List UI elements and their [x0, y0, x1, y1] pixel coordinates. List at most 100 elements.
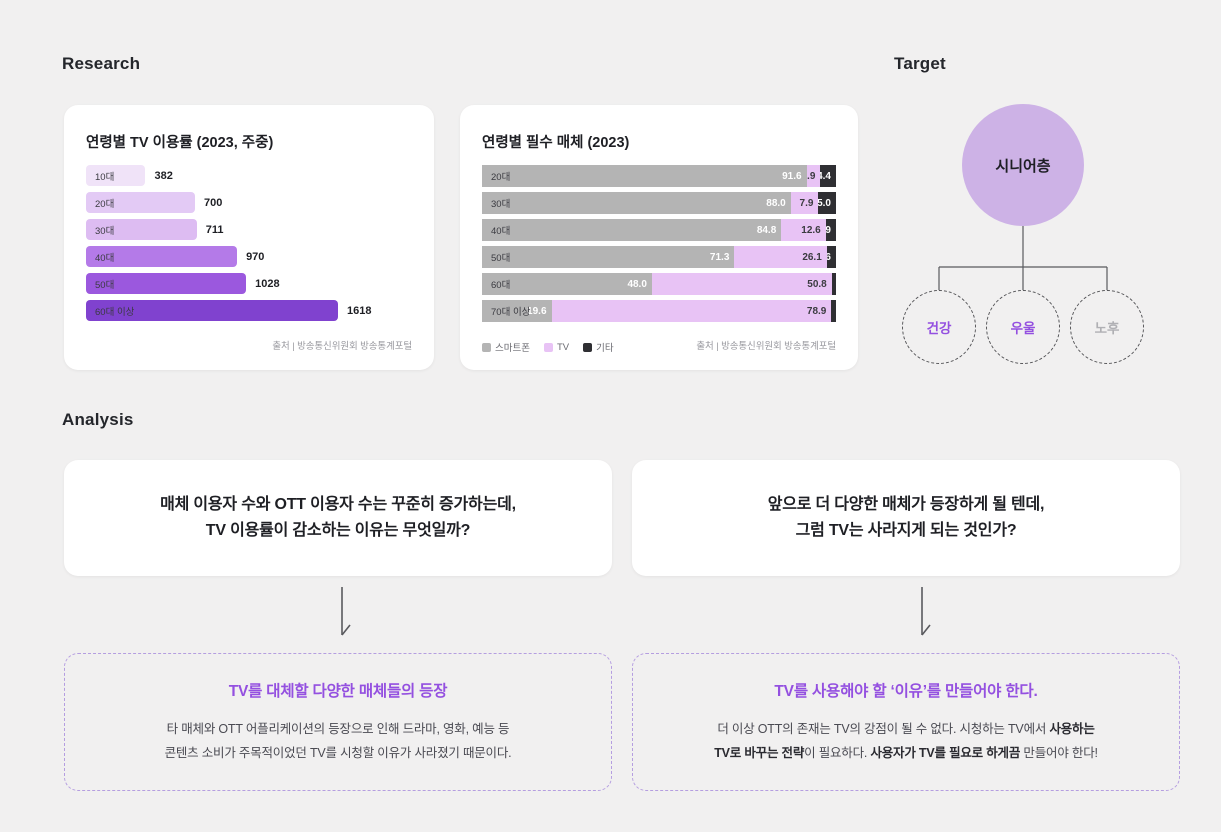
chart2-segment-etc: 4.4	[820, 165, 836, 187]
chart2-legend: 스마트폰 TV 기타	[482, 340, 622, 354]
chart2-legend-item: TV	[543, 342, 569, 353]
analysis-answer-card-right: TV를 사용해야 할 ‘이유’를 만들어야 한다. 더 이상 OTT의 존재는 …	[632, 653, 1180, 791]
chart2-segment-etc: 2.6	[826, 246, 836, 268]
target-node-health: 건강	[902, 290, 976, 364]
chart2-segment-value: 48.0	[627, 278, 647, 290]
chart2-bar-row: 48.050.81.260대	[482, 273, 836, 295]
answer-right-line2-plain1: 이 필요하다.	[804, 746, 871, 760]
analysis-answer-card-left: TV를 대체할 다양한 매체들의 등장 타 매체와 OTT 어플리케이션의 등장…	[64, 653, 612, 791]
question-right-line1: 앞으로 더 다양한 매체가 등장하게 될 텐데,	[767, 496, 1045, 514]
chart2-segment-value: 50.8	[807, 278, 827, 290]
chart2-bar-row: 88.0 7.9 5.0 30대	[482, 192, 836, 214]
chart2-segment-value: 2.6	[826, 251, 831, 263]
chart2-segment-value: 88.0	[766, 197, 786, 209]
chart2-segment-value: 2.9	[825, 224, 831, 236]
answer-left-line1: 타 매체와 OTT 어플리케이션의 등장으로 인해 드라마, 영화, 예능 등	[166, 721, 510, 736]
chart2-segment-value: 84.8	[756, 224, 777, 236]
chart2-segment-value: 12.6	[801, 224, 821, 236]
chart2-segment-value: 91.6	[782, 170, 802, 182]
chart1-bars: 10대 382 20대 700 30대 711 40대 970 50대 1028 60대 이상 161…	[86, 165, 412, 327]
chart2-segment-value: 19.6	[527, 305, 547, 317]
analysis-question-card-right: 앞으로 더 다양한 매체가 등장하게 될 텐데, 그럼 TV는 사라지게 되는 …	[632, 460, 1180, 576]
chart2-segment-value: 1.3	[831, 306, 836, 317]
chart2-legend-label: 기타	[596, 343, 614, 354]
chart1-bar: 20대	[86, 192, 196, 213]
chart1-source: 출처 | 방송통신위원회 방송통계포털	[272, 341, 412, 352]
chart-card-essential-media: 연령별 필수 매체 (2023) 91.63.94.420대88.07.95.0…	[460, 105, 858, 370]
answer-left-title: TV를 대체할 다양한 매체들의 등장	[228, 682, 448, 700]
chart2-segment-value: 26.1	[802, 251, 822, 263]
chart2-legend-item: 스마트폰	[482, 340, 530, 354]
chart-card-tv-usage: 연령별 TV 이용률 (2023, 주중) 10대 382 20대 700 30대 711…	[64, 105, 434, 370]
answer-right-title: TV를 사용해야 할 ‘이유’를 만들어야 한다.	[774, 682, 1038, 700]
chart2-source: 출처 | 방송통신위원회 방송통계포털	[696, 341, 836, 352]
chart1-bar-value: 1028	[255, 277, 280, 290]
target-tree-connectors	[938, 226, 1108, 290]
chart1-bar-row: 30대 711	[86, 219, 412, 240]
chart2-segment-value: 71.3	[709, 251, 730, 263]
chart1-bar: 30대	[86, 219, 197, 240]
chart2-segment-tv: 3.9	[806, 165, 821, 187]
chart2-bars: 91.63.94.420대88.07.95.030대84.812.62.940대…	[482, 165, 836, 327]
answer-right-line2-bold2: 사용자가 TV를 필요로 하게끔	[870, 746, 1021, 760]
answer-right-line2: TV로 바꾸는 전략이 필요하다. 사용자가 TV를 필요로 하게끔 만들어야 …	[714, 741, 1098, 765]
chart2-title: 연령별 필수 매체 (2023)	[482, 135, 630, 151]
chart2-segment-tv: 12.6	[781, 219, 826, 241]
section-title-analysis: Analysis	[62, 410, 134, 429]
chart1-bar-label: 60대 이상	[95, 306, 135, 318]
chart2-segment-value: 3.9	[807, 170, 816, 182]
legend-swatch-icon	[543, 342, 553, 352]
chart2-segment-smartphone: 71.3	[482, 246, 735, 268]
chart1-bar-label: 50대	[95, 279, 115, 291]
chart1-bar: 10대	[86, 165, 146, 186]
chart2-legend-label: 스마트폰	[495, 343, 530, 354]
arrow-down-icon-left	[341, 587, 351, 636]
answer-right-line2-bold1: TV로 바꾸는 전략	[714, 746, 805, 760]
chart1-title: 연령별 TV 이용률 (2023, 주중)	[86, 135, 274, 151]
chart2-segment-smartphone: 84.8	[482, 219, 782, 241]
chart2-segment-value: 4.4	[820, 170, 831, 182]
target-node-depression: 우울	[986, 290, 1060, 364]
chart2-bar-row: 19.678.91.370대 이상	[482, 300, 836, 322]
chart2-legend-item: 기타	[583, 340, 614, 354]
chart2-segment-tv: 50.8	[651, 273, 832, 295]
chart2-segment-value: 5.0	[818, 197, 831, 209]
chart1-bar-value: 700	[204, 196, 223, 209]
chart2-segment-tv: 78.9	[551, 300, 832, 322]
chart2-segment-smartphone: 91.6	[482, 165, 807, 187]
chart1-bar-row: 20대 700	[86, 192, 412, 213]
legend-swatch-icon	[583, 342, 593, 352]
chart2-segment-etc: 1.3	[831, 300, 836, 322]
chart1-bar-row: 60대 이상 1618	[86, 300, 412, 321]
chart1-bar-label: 10대	[95, 171, 115, 183]
chart2-segment-smartphone: 48.0	[482, 273, 652, 295]
chart2-segment-etc: 5.0	[818, 192, 836, 214]
chart1-bar: 60대 이상	[86, 300, 338, 321]
analysis-question-card-left: 매체 이용자 수와 OTT 이용자 수는 꾸준히 증가하는데, TV 이용률이 …	[64, 460, 612, 576]
chart2-segment-etc: 2.9	[825, 219, 836, 241]
chart2-segment-smartphone: 19.6	[482, 300, 552, 322]
chart1-bar-row: 40대 970	[86, 246, 412, 267]
section-title-target: Target	[894, 54, 946, 73]
question-left-line2: TV 이용률이 감소하는 이유는 무엇일까?	[205, 522, 471, 539]
answer-left-line2: 콘텐츠 소비가 주목적이었던 TV를 시청할 이유가 사라졌기 때문이다.	[164, 746, 512, 760]
chart2-segment-value: 7.9	[799, 197, 814, 209]
chart1-bar-value: 970	[246, 250, 265, 263]
chart1-bar: 40대	[86, 246, 238, 267]
arrow-down-icon-right	[921, 587, 931, 636]
chart1-bar-label: 40대	[95, 252, 115, 264]
chart1-bar-label: 20대	[95, 198, 115, 210]
chart2-segment-tv: 7.9	[790, 192, 819, 214]
chart1-bar: 50대	[86, 273, 247, 294]
answer-right-line1: 더 이상 OTT의 존재는 TV의 강점이 될 수 없다. 시청하는 TV에서 …	[717, 717, 1095, 741]
chart1-bar-value: 1618	[347, 304, 372, 317]
question-right-line2: 그럼 TV는 사라지게 되는 것인가?	[795, 522, 1017, 539]
chart1-bar-label: 30대	[95, 225, 115, 237]
chart1-bar-row: 10대 382	[86, 165, 412, 186]
target-tree: 시니어층 건강 우울 노후	[870, 100, 1200, 370]
chart1-bar-value: 382	[154, 169, 173, 182]
